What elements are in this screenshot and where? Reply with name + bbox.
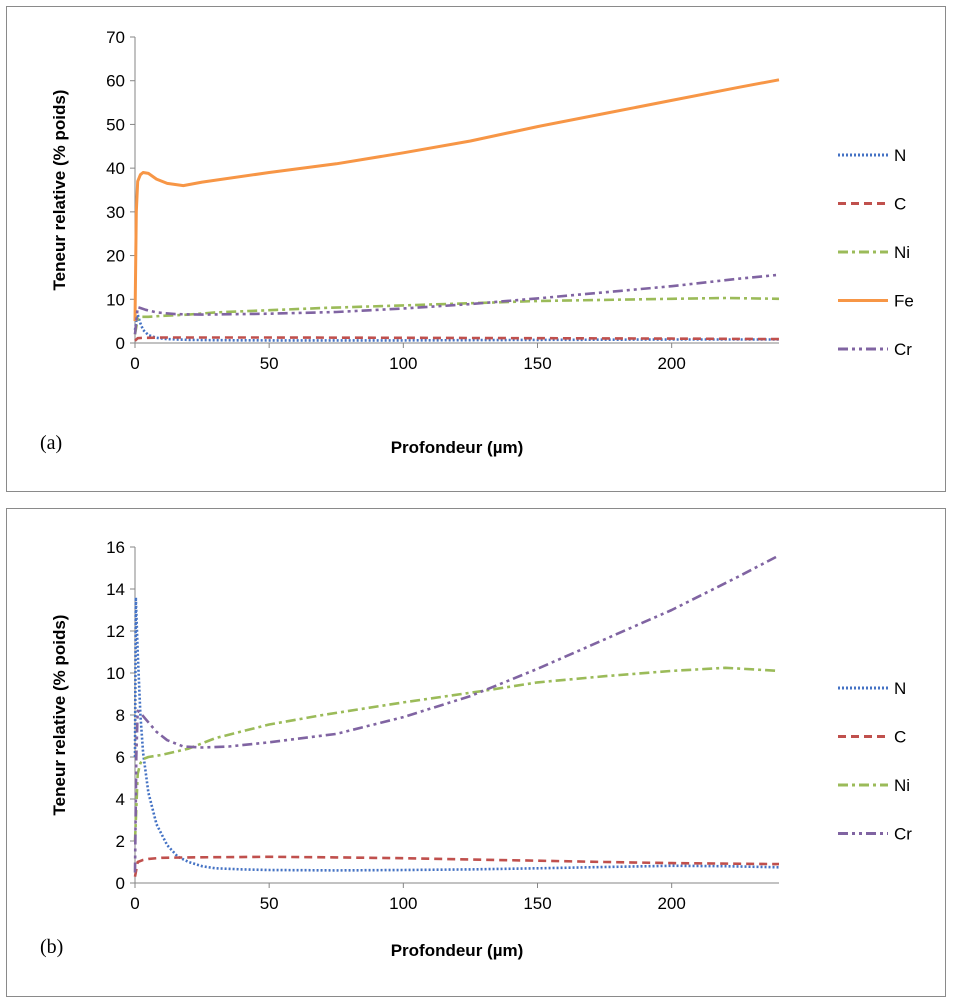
panel-label: (a)	[40, 432, 62, 454]
y-tick-label: 2	[116, 832, 125, 851]
x-tick-label: 150	[523, 354, 551, 373]
series-line-cr	[133, 273, 780, 335]
legend-label-cr: Cr	[894, 340, 912, 359]
legend-label-ni: Ni	[894, 243, 910, 262]
y-tick-label: 0	[116, 334, 125, 353]
x-tick-label: 100	[389, 354, 417, 373]
y-axis-title: Teneur relative (% poids)	[50, 615, 69, 816]
y-tick-label: 70	[106, 28, 125, 47]
x-tick-label: 150	[523, 894, 551, 913]
series-line-fe	[133, 78, 780, 322]
series-line-c	[133, 855, 780, 877]
legend-label-n: N	[894, 679, 906, 698]
series-line-n	[133, 313, 779, 342]
x-axis-title: Profondeur (µm)	[391, 438, 524, 457]
legend-label-c: C	[894, 195, 906, 214]
x-tick-label: 50	[260, 894, 279, 913]
series-line-cr	[133, 554, 780, 873]
legend-label-n: N	[894, 146, 906, 165]
y-tick-label: 10	[106, 664, 125, 683]
chart-b-svg: 0 2 4 6 8 10 12 14 16 0 50 100 150 200 Profondeur (µm)…	[40, 538, 912, 960]
legend-label-cr: Cr	[894, 825, 912, 844]
y-tick-label: 0	[116, 874, 125, 893]
y-tick-label: 10	[106, 290, 125, 309]
y-tick-label: 50	[106, 115, 125, 134]
x-tick-label: 0	[130, 894, 139, 913]
y-tick-label: 14	[106, 580, 125, 599]
legend-label-ni: Ni	[894, 776, 910, 795]
y-axis-title: Teneur relative (% poids)	[50, 90, 69, 291]
panel-label: (b)	[40, 936, 63, 958]
chart-panel-a: 0 10 20 30 40 50 60 70 0 50 100 150 200 Profondeur (µ…	[6, 6, 946, 492]
legend-label-fe: Fe	[894, 292, 914, 311]
y-tick-label: 60	[106, 72, 125, 91]
x-axis-title: Profondeur (µm)	[391, 941, 524, 960]
y-tick-label: 40	[106, 159, 125, 178]
y-tick-label: 16	[106, 538, 125, 557]
series-line-ni	[133, 296, 780, 335]
x-tick-label: 100	[389, 894, 417, 913]
series-line-c	[134, 336, 780, 342]
chart-panel-b: 0 2 4 6 8 10 12 14 16 0 50 100 150 200 Profondeur (µm)…	[6, 508, 946, 997]
y-tick-label: 30	[106, 203, 125, 222]
series-line-ni	[133, 666, 780, 842]
y-tick-label: 6	[116, 748, 125, 767]
y-tick-label: 8	[116, 706, 125, 725]
legend-label-c: C	[894, 728, 906, 747]
x-tick-label: 0	[130, 354, 139, 373]
series-line-n	[133, 596, 780, 872]
chart-a-svg: 0 10 20 30 40 50 60 70 0 50 100 150 200 Profondeur (µ…	[40, 28, 914, 457]
x-tick-label: 200	[657, 894, 685, 913]
y-tick-label: 12	[106, 622, 125, 641]
x-tick-label: 50	[260, 354, 279, 373]
y-tick-label: 4	[116, 790, 125, 809]
x-tick-label: 200	[657, 354, 685, 373]
y-tick-label: 20	[106, 247, 125, 266]
